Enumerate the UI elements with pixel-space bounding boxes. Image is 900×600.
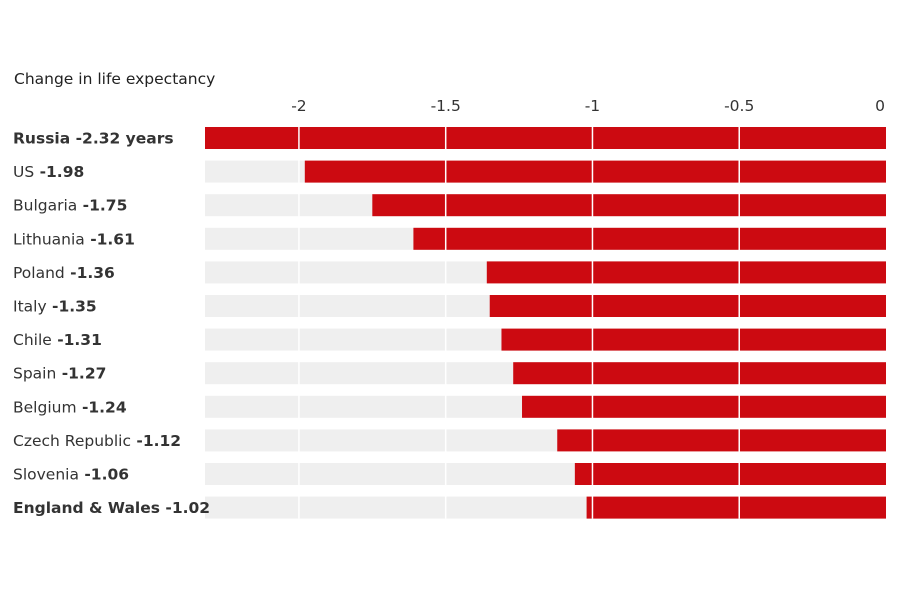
value-label: -1.98 bbox=[34, 163, 84, 181]
category-label: Belgium bbox=[13, 398, 77, 416]
category-label: Poland bbox=[13, 264, 65, 282]
category-label: US bbox=[13, 163, 34, 181]
x-tick-label: -1 bbox=[585, 97, 600, 115]
x-tick-label: -2 bbox=[291, 97, 306, 115]
bar-label: Spain -1.27 bbox=[13, 365, 106, 383]
bar bbox=[489, 295, 886, 317]
bar-label: England & Wales -1.02 bbox=[13, 499, 210, 517]
category-label: Slovenia bbox=[13, 466, 79, 484]
category-label: Chile bbox=[13, 331, 52, 349]
bar-row: Lithuania -1.61 bbox=[13, 227, 886, 250]
bar-row: Italy -1.35 bbox=[13, 295, 886, 317]
bar-label: US -1.98 bbox=[13, 163, 84, 181]
value-label: -1.27 bbox=[56, 365, 106, 383]
value-label: -1.61 bbox=[85, 230, 135, 248]
bar-label: Russia -2.32 years bbox=[13, 130, 174, 148]
bar-label: Slovenia -1.06 bbox=[13, 466, 129, 484]
bar-label: Italy -1.35 bbox=[13, 298, 97, 316]
bar-row: Belgium -1.24 bbox=[13, 395, 886, 418]
value-label: -1.35 bbox=[47, 298, 97, 316]
bar-row: Russia -2.32 years bbox=[13, 127, 886, 149]
x-tick-label: -1.5 bbox=[431, 97, 461, 115]
value-label: -1.31 bbox=[52, 331, 102, 349]
bar bbox=[413, 227, 886, 250]
bar-label: Czech Republic -1.12 bbox=[13, 432, 181, 450]
bar-label: Bulgaria -1.75 bbox=[13, 197, 127, 215]
bar-row: Poland -1.36 bbox=[13, 261, 886, 284]
bar bbox=[513, 362, 886, 385]
bar-label: Chile -1.31 bbox=[13, 331, 102, 349]
category-label: England & Wales bbox=[13, 499, 160, 517]
value-label: -1.75 bbox=[77, 197, 127, 215]
bar-label: Belgium -1.24 bbox=[13, 398, 127, 416]
bar bbox=[486, 261, 886, 284]
bar bbox=[205, 127, 886, 149]
x-tick-label: -0.5 bbox=[724, 97, 754, 115]
bar-label: Poland -1.36 bbox=[13, 264, 115, 282]
value-label: -1.36 bbox=[65, 264, 115, 282]
category-label: Bulgaria bbox=[13, 197, 77, 215]
bar-row: Chile -1.31 bbox=[13, 328, 886, 351]
category-label: Lithuania bbox=[13, 230, 85, 248]
bar-row: Bulgaria -1.75 bbox=[13, 194, 886, 217]
value-label: -1.24 bbox=[77, 398, 127, 416]
value-label: -1.02 bbox=[160, 499, 210, 517]
value-label: -2.32 years bbox=[70, 130, 173, 148]
bar-label: Lithuania -1.61 bbox=[13, 230, 135, 248]
bar bbox=[304, 160, 886, 183]
bar-row: Czech Republic -1.12 bbox=[13, 429, 886, 452]
category-label: Spain bbox=[13, 365, 56, 383]
bar-row: US -1.98 bbox=[13, 160, 886, 183]
bar-row: Slovenia -1.06 bbox=[13, 463, 886, 485]
bar bbox=[501, 328, 886, 351]
bar bbox=[557, 429, 886, 452]
bar bbox=[372, 194, 886, 217]
x-tick-label: 0 bbox=[875, 97, 885, 115]
category-label: Czech Republic bbox=[13, 432, 131, 450]
bar-row: Spain -1.27 bbox=[13, 362, 886, 385]
category-label: Italy bbox=[13, 298, 47, 316]
bar bbox=[522, 395, 886, 418]
bar bbox=[574, 463, 886, 485]
bar-row: England & Wales -1.02 bbox=[13, 496, 886, 519]
value-label: -1.12 bbox=[131, 432, 181, 450]
bar bbox=[586, 496, 886, 519]
category-label: Russia bbox=[13, 130, 70, 148]
value-label: -1.06 bbox=[79, 466, 129, 484]
chart-title: Change in life expectancy bbox=[14, 70, 215, 88]
